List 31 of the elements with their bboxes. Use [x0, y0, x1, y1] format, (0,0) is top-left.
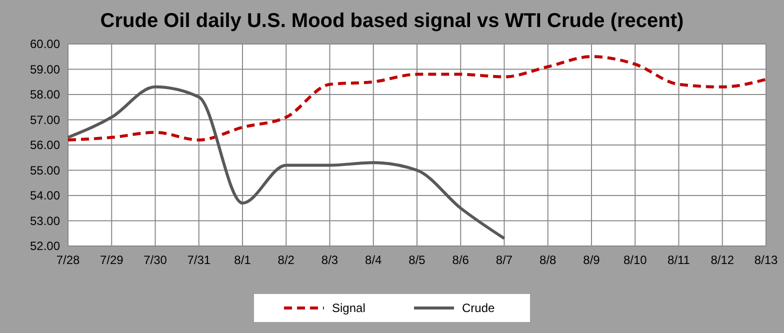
- x-tick-label: 8/5: [408, 253, 426, 267]
- y-tick-label: 60.00: [30, 37, 60, 52]
- y-tick-label: 54.00: [30, 188, 60, 203]
- legend-label: Crude: [462, 301, 496, 316]
- x-tick-label: 8/6: [452, 253, 470, 267]
- y-tick-label: 58.00: [30, 88, 60, 102]
- chart-title: Crude Oil daily U.S. Mood based signal vs WTI Crude (recent): [100, 10, 684, 32]
- x-tick-label: 8/8: [540, 253, 557, 267]
- x-tick-label: 7/30: [144, 253, 168, 267]
- x-tick-label: 8/3: [321, 253, 338, 267]
- x-tick-label: 7/29: [100, 253, 124, 267]
- line-series: [66, 55, 768, 142]
- x-tick-label: 8/2: [278, 253, 295, 267]
- y-tick-label: 52.00: [30, 239, 60, 254]
- legend-label: Signal: [332, 301, 366, 316]
- x-tick-label: 7/28: [56, 253, 80, 267]
- x-tick-label: 8/1: [234, 253, 252, 267]
- y-tick-label: 55.00: [30, 163, 60, 178]
- y-tick-label: 53.00: [30, 214, 60, 228]
- y-tick-label: 59.00: [30, 62, 60, 76]
- x-tick-label: 8/12: [710, 253, 734, 267]
- x-tick-label: 8/4: [365, 253, 382, 267]
- x-tick-label: 7/31: [187, 253, 211, 267]
- y-tick-label: 56.00: [30, 138, 60, 152]
- line-series: [66, 85, 506, 240]
- x-tick-label: 8/13: [754, 253, 778, 267]
- x-tick-label: 8/9: [583, 253, 600, 267]
- x-tick-label: 8/7: [496, 253, 513, 267]
- y-tick-label: 57.00: [30, 112, 60, 127]
- x-tick-label: 8/10: [623, 253, 648, 267]
- x-tick-label: 8/11: [668, 253, 690, 267]
